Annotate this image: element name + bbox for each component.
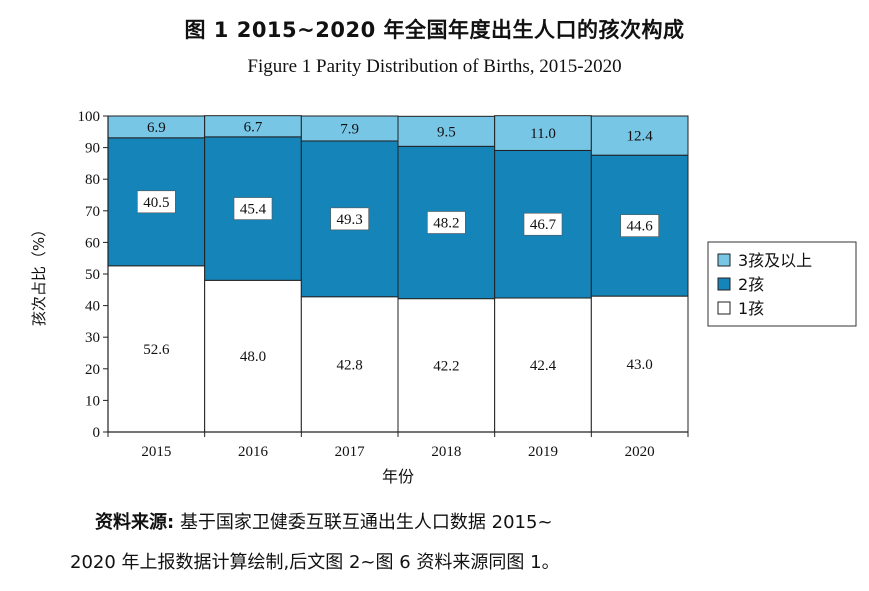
data-label-2016-second: 45.4: [240, 202, 267, 218]
source-note-line1: 资料来源: 基于国家卫健委互联互通出生人口数据 2015~: [95, 508, 869, 534]
y-tick-label-60: 60: [85, 235, 100, 251]
y-tick-label-40: 40: [85, 299, 100, 315]
x-tick-label-2018: 2018: [431, 444, 461, 460]
x-axis-label: 年份: [382, 467, 414, 486]
data-label-box-2016-second: [233, 197, 273, 220]
y-tick-label-50: 50: [85, 267, 100, 283]
x-tick-label-2016: 2016: [238, 444, 269, 460]
data-label-2019-third: 11.0: [530, 126, 556, 142]
legend-label-third: 3孩及以上: [738, 251, 812, 270]
legend-swatch-third: [717, 253, 731, 267]
data-label-2020-first: 43.0: [627, 357, 653, 373]
bar-segment-2018-third: [397, 115, 496, 147]
bar-segment-2017-third: [300, 115, 399, 142]
y-tick-label-0: 0: [93, 425, 101, 441]
data-label-2018-first: 42.2: [433, 358, 459, 374]
chart-title-cn: 图 1 2015~2020 年全国年度出生人口的孩次构成: [184, 18, 685, 42]
x-tick-label-2020: 2020: [625, 444, 655, 460]
data-label-box-2017-second: [330, 207, 369, 231]
data-label-2015-first: 52.6: [143, 342, 170, 358]
data-label-2016-third: 6.7: [244, 119, 263, 135]
x-tick-label-2017: 2017: [335, 444, 366, 460]
y-tick-label-20: 20: [85, 362, 100, 378]
data-label-2015-second: 40.5: [143, 195, 169, 211]
legend-label-first: 1孩: [738, 299, 764, 318]
y-axis-label: 孩次占比（%）: [30, 222, 48, 326]
legend-swatch-first: [717, 301, 731, 315]
data-label-2020-second: 44.6: [627, 219, 654, 235]
bar-segment-2016-first: [204, 279, 302, 433]
y-tick-label-10: 10: [85, 393, 100, 409]
data-label-box-2018-second: [427, 211, 466, 234]
source-note-line2: 2020 年上报数据计算绘制,后文图 2~图 6 资料来源同图 1。: [70, 552, 560, 573]
legend-label-second: 2孩: [738, 275, 764, 294]
y-tick-label-30: 30: [85, 330, 100, 346]
y-tick-label-100: 100: [78, 109, 101, 125]
y-tick-label-70: 70: [85, 204, 100, 220]
bar-segment-2015-first: [107, 265, 206, 433]
data-label-2017-third: 7.9: [340, 121, 359, 137]
source-label: 资料来源:: [95, 512, 175, 533]
stacked-bar-chart: 52.6 40.5 6.9 48.0 45.4 6.7 42.8 49.3 7.9 42.2 48.…: [30, 109, 857, 486]
data-label-2015-third: 6.9: [147, 120, 166, 136]
bar-segment-2018-first: [397, 298, 496, 433]
legend-box: [707, 241, 857, 327]
bar-segment-2020-first: [590, 295, 689, 433]
y-tick-label-80: 80: [85, 172, 100, 188]
x-tick-label-2019: 2019: [528, 444, 558, 460]
bar-segment-2019-third: [494, 115, 592, 151]
data-label-2018-third: 9.5: [437, 124, 456, 140]
data-label-2019-second: 46.7: [530, 217, 557, 233]
data-label-2018-second: 48.2: [433, 215, 459, 231]
chart-title-en: Figure 1 Parity Distribution of Births, …: [247, 56, 622, 77]
bar-segment-2020-third: [590, 115, 689, 156]
x-tick-label-2015: 2015: [141, 444, 171, 460]
data-label-2016-first: 48.0: [240, 349, 266, 365]
data-label-box-2020-second: [620, 214, 659, 237]
bar-segment-2017-first: [300, 296, 399, 433]
data-label-box-2019-second: [523, 212, 563, 236]
legend-swatch-second: [717, 277, 731, 291]
data-label-2019-first: 42.4: [530, 358, 557, 374]
data-label-2017-second: 49.3: [337, 212, 363, 228]
y-tick-label-90: 90: [85, 141, 100, 157]
data-label-box-2015-second: [137, 190, 176, 214]
source-text-1: 基于国家卫健委互联互通出生人口数据 2015~: [179, 512, 553, 533]
bar-segment-2019-first: [494, 297, 592, 433]
data-label-2020-third: 12.4: [627, 129, 654, 145]
data-label-2017-first: 42.8: [337, 357, 363, 373]
